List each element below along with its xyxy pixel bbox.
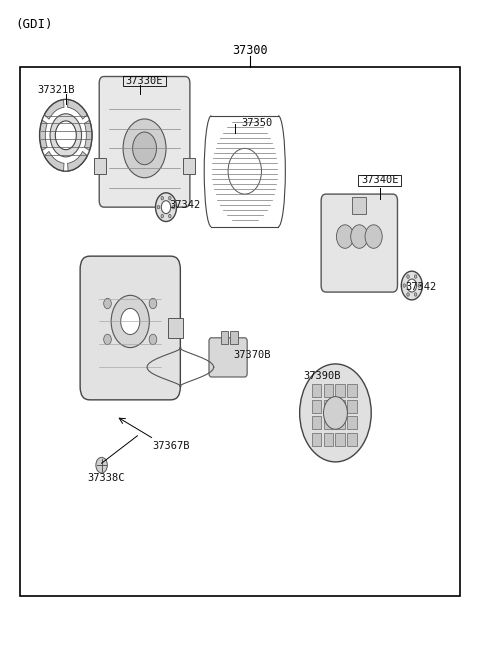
- FancyBboxPatch shape: [80, 256, 180, 400]
- Circle shape: [156, 193, 177, 222]
- Text: 37321B: 37321B: [37, 85, 75, 94]
- Wedge shape: [68, 152, 87, 171]
- Circle shape: [104, 334, 111, 344]
- Circle shape: [407, 275, 409, 278]
- Circle shape: [365, 225, 382, 249]
- Bar: [168, 318, 183, 338]
- Circle shape: [172, 205, 175, 209]
- Text: 37340E: 37340E: [361, 175, 398, 186]
- Circle shape: [96, 457, 108, 473]
- Circle shape: [157, 205, 160, 209]
- Circle shape: [336, 225, 354, 249]
- Bar: [312, 432, 321, 445]
- FancyBboxPatch shape: [209, 338, 247, 377]
- Bar: [348, 432, 357, 445]
- Circle shape: [120, 308, 140, 335]
- Circle shape: [50, 113, 82, 157]
- Circle shape: [418, 284, 420, 287]
- Bar: [348, 384, 357, 397]
- Bar: [324, 400, 333, 413]
- Wedge shape: [44, 152, 64, 171]
- FancyBboxPatch shape: [321, 194, 397, 292]
- Circle shape: [324, 397, 348, 429]
- Circle shape: [132, 132, 156, 165]
- Bar: [221, 331, 228, 344]
- Circle shape: [414, 293, 417, 297]
- Wedge shape: [44, 100, 64, 119]
- Bar: [336, 432, 345, 445]
- Circle shape: [111, 295, 149, 348]
- Bar: [348, 416, 357, 429]
- Circle shape: [168, 215, 171, 218]
- Text: (GDI): (GDI): [16, 18, 53, 31]
- Bar: [312, 384, 321, 397]
- Wedge shape: [68, 100, 87, 119]
- Text: 37350: 37350: [241, 118, 272, 128]
- Circle shape: [414, 275, 417, 278]
- Circle shape: [403, 284, 406, 287]
- Circle shape: [104, 298, 111, 309]
- Bar: [230, 331, 238, 344]
- Text: 37330E: 37330E: [126, 76, 163, 86]
- Circle shape: [161, 201, 171, 214]
- Bar: [95, 158, 107, 174]
- Bar: [312, 400, 321, 413]
- Text: 37370B: 37370B: [233, 350, 271, 360]
- Circle shape: [401, 271, 422, 300]
- Circle shape: [228, 148, 262, 194]
- Text: 37342: 37342: [169, 200, 201, 210]
- Circle shape: [300, 364, 371, 462]
- Bar: [336, 384, 345, 397]
- Bar: [359, 175, 401, 186]
- Circle shape: [149, 334, 157, 344]
- Bar: [183, 158, 195, 174]
- Bar: [123, 76, 166, 87]
- Circle shape: [161, 196, 164, 200]
- FancyBboxPatch shape: [99, 77, 190, 207]
- Text: 37367B: 37367B: [152, 441, 190, 451]
- Bar: [352, 197, 366, 214]
- Bar: [324, 416, 333, 429]
- Wedge shape: [84, 120, 92, 150]
- Bar: [21, 67, 459, 596]
- Text: 37300: 37300: [232, 44, 267, 57]
- Circle shape: [407, 279, 417, 292]
- Circle shape: [168, 196, 171, 200]
- Circle shape: [407, 293, 409, 297]
- Text: 37390B: 37390B: [303, 371, 341, 380]
- Bar: [312, 416, 321, 429]
- Bar: [324, 384, 333, 397]
- Circle shape: [351, 225, 368, 249]
- Circle shape: [123, 119, 166, 178]
- Text: 37342: 37342: [406, 282, 437, 292]
- Circle shape: [55, 121, 76, 150]
- Text: 37338C: 37338C: [88, 473, 125, 483]
- Bar: [336, 400, 345, 413]
- Bar: [348, 400, 357, 413]
- Bar: [324, 432, 333, 445]
- Circle shape: [161, 215, 164, 218]
- Bar: [336, 416, 345, 429]
- Wedge shape: [39, 120, 47, 150]
- Circle shape: [149, 298, 157, 309]
